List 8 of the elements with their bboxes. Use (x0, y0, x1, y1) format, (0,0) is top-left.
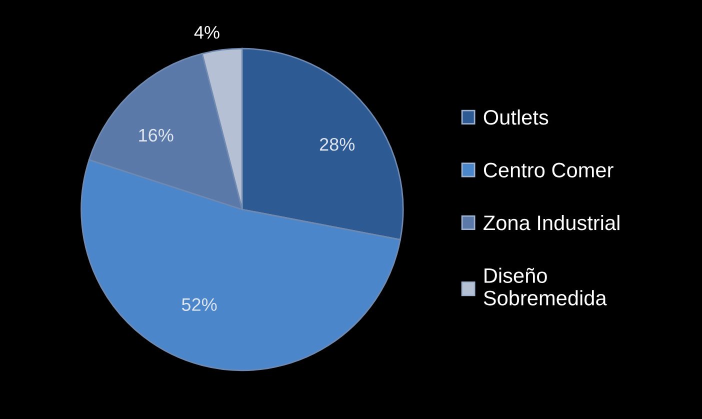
legend-label: Diseño Sobremedida (484, 268, 607, 306)
legend-label: Outlets (484, 109, 548, 125)
data-label: 4% (194, 26, 220, 39)
data-label: 28% (320, 138, 355, 151)
data-label: 52% (182, 298, 217, 311)
data-label: 16% (139, 128, 174, 142)
legend-label: Zona Industrial (484, 214, 620, 230)
legend-label: Centro Comer (484, 162, 614, 178)
